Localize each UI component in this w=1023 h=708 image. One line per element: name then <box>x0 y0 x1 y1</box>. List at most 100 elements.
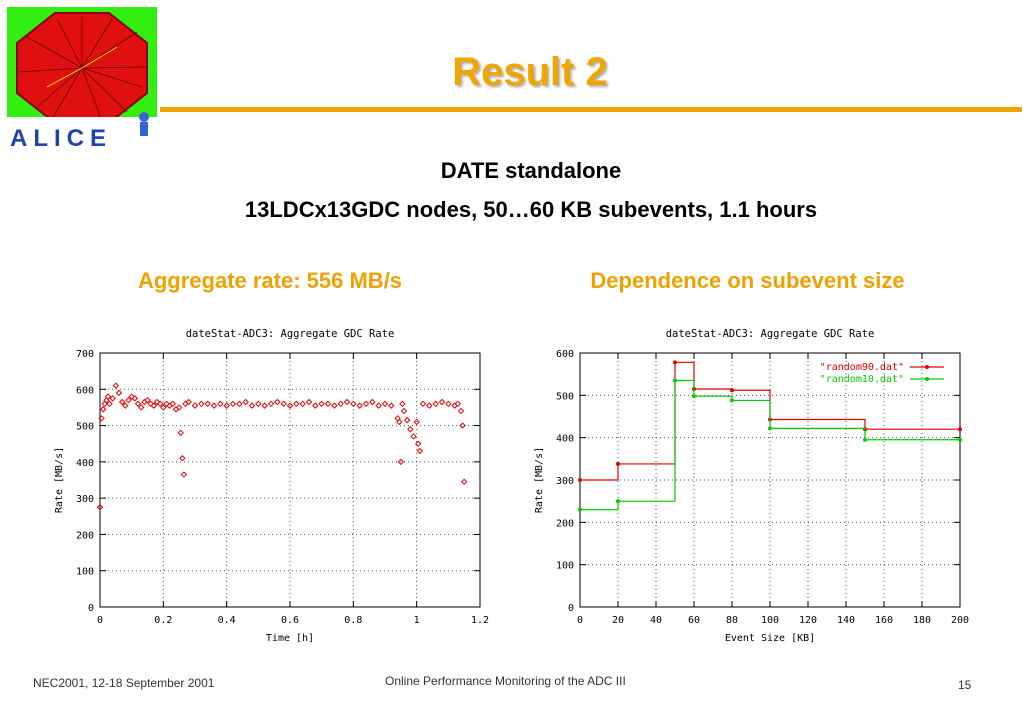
data-point <box>242 398 249 406</box>
data-point <box>236 400 243 408</box>
x-tick-label: 160 <box>875 615 893 626</box>
x-tick-label: 0.6 <box>281 615 299 626</box>
data-point <box>293 400 300 408</box>
data-point <box>396 418 403 426</box>
data-point <box>248 402 256 409</box>
data-point <box>153 398 161 406</box>
y-tick-label: 500 <box>76 422 94 433</box>
subevent-size-chart: dateStat-ADC3: Aggregate GDC Rate 0 100 200… <box>520 320 980 655</box>
data-point <box>134 400 142 408</box>
subevent-size-plot: dateStat-ADC3: Aggregate GDC Rate0100200… <box>534 328 969 644</box>
data-point <box>131 395 139 402</box>
data-point <box>410 433 417 440</box>
data-point <box>104 393 112 400</box>
data-point <box>616 461 620 466</box>
x-tick-label: 0.4 <box>218 615 236 626</box>
data-point <box>673 378 677 383</box>
y-tick-label: 100 <box>76 567 94 578</box>
data-point <box>286 402 294 409</box>
subtitle-line-2: 13LDCx13GDC nodes, 50…60 KB subevents, 1… <box>244 197 818 222</box>
data-point <box>381 400 389 408</box>
data-point <box>175 404 183 411</box>
x-axis-label: Event Size [KB] <box>725 633 815 644</box>
data-point <box>99 406 107 413</box>
data-point <box>400 407 408 415</box>
legend-entry: "random10.dat" <box>820 374 904 385</box>
data-point <box>122 402 129 409</box>
y-axis-label: Rate [MB/s] <box>54 447 65 513</box>
data-point <box>459 422 466 429</box>
data-point <box>198 400 205 408</box>
data-point <box>128 393 135 400</box>
data-point <box>267 400 275 408</box>
data-point <box>118 398 126 406</box>
x-tick-label: 20 <box>612 615 624 626</box>
data-point <box>394 415 401 422</box>
data-point <box>217 400 224 408</box>
x-tick-label: 80 <box>726 615 738 626</box>
data-point <box>324 400 332 408</box>
x-tick-label: 0 <box>97 615 103 626</box>
x-tick-label: 120 <box>799 615 817 626</box>
data-point <box>280 400 287 408</box>
data-point <box>438 398 446 406</box>
data-point <box>413 418 420 426</box>
data-point <box>318 400 325 408</box>
x-tick-label: 60 <box>688 615 700 626</box>
chart-title: dateStat-ADC3: Aggregate GDC Rate <box>186 328 395 340</box>
x-tick-label: 1.2 <box>471 615 489 626</box>
series-line <box>580 361 960 481</box>
page-number: 15 <box>958 678 972 692</box>
data-point <box>166 402 173 409</box>
data-point <box>457 407 465 415</box>
y-tick-label: 0 <box>568 603 574 614</box>
alice-logo: ALICE <box>6 6 158 152</box>
data-point <box>432 400 439 408</box>
y-axis-label: Rate [MB/s] <box>534 447 545 513</box>
data-point <box>103 396 110 404</box>
data-point <box>177 429 184 437</box>
data-point <box>255 400 262 408</box>
data-point <box>416 447 424 455</box>
y-tick-label: 300 <box>76 494 94 505</box>
data-point <box>454 400 462 408</box>
data-point <box>397 458 405 466</box>
data-point <box>141 398 148 406</box>
x-tick-label: 0.8 <box>344 615 362 626</box>
legend-entry: "random90.dat" <box>820 362 904 373</box>
data-point <box>362 400 370 408</box>
data-point <box>403 416 411 424</box>
chart-title: dateStat-ADC3: Aggregate GDC Rate <box>666 328 875 340</box>
footer-talk-title: Online Performance Monitoring of the ADC… <box>385 674 626 688</box>
data-point <box>160 404 167 411</box>
data-point <box>169 400 177 408</box>
data-point <box>375 402 382 409</box>
data-point <box>112 382 120 389</box>
data-point <box>223 402 230 409</box>
data-point <box>958 437 962 442</box>
subtitle-line-1: DATE standalone <box>440 158 622 183</box>
data-point <box>150 402 158 409</box>
y-tick-label: 500 <box>556 391 574 402</box>
y-tick-label: 600 <box>76 385 94 396</box>
title-divider <box>160 107 1022 112</box>
data-point <box>578 478 582 482</box>
data-point <box>692 394 696 399</box>
data-point <box>337 400 344 408</box>
x-tick-label: 200 <box>951 615 969 626</box>
data-point <box>125 396 132 404</box>
data-point <box>399 400 406 408</box>
data-point <box>185 398 192 406</box>
y-tick-label: 100 <box>556 561 574 572</box>
data-point <box>229 400 237 408</box>
data-point <box>305 398 313 406</box>
data-point <box>730 388 734 393</box>
aggregate-rate-chart: dateStat-ADC3: Aggregate GDC Rate 0 100 200… <box>40 320 500 655</box>
data-point <box>261 402 268 409</box>
x-tick-label: 0 <box>577 615 583 626</box>
data-point <box>958 427 962 432</box>
x-tick-label: 180 <box>913 615 931 626</box>
data-point <box>331 402 338 409</box>
data-point <box>407 425 414 433</box>
data-point <box>182 400 189 408</box>
